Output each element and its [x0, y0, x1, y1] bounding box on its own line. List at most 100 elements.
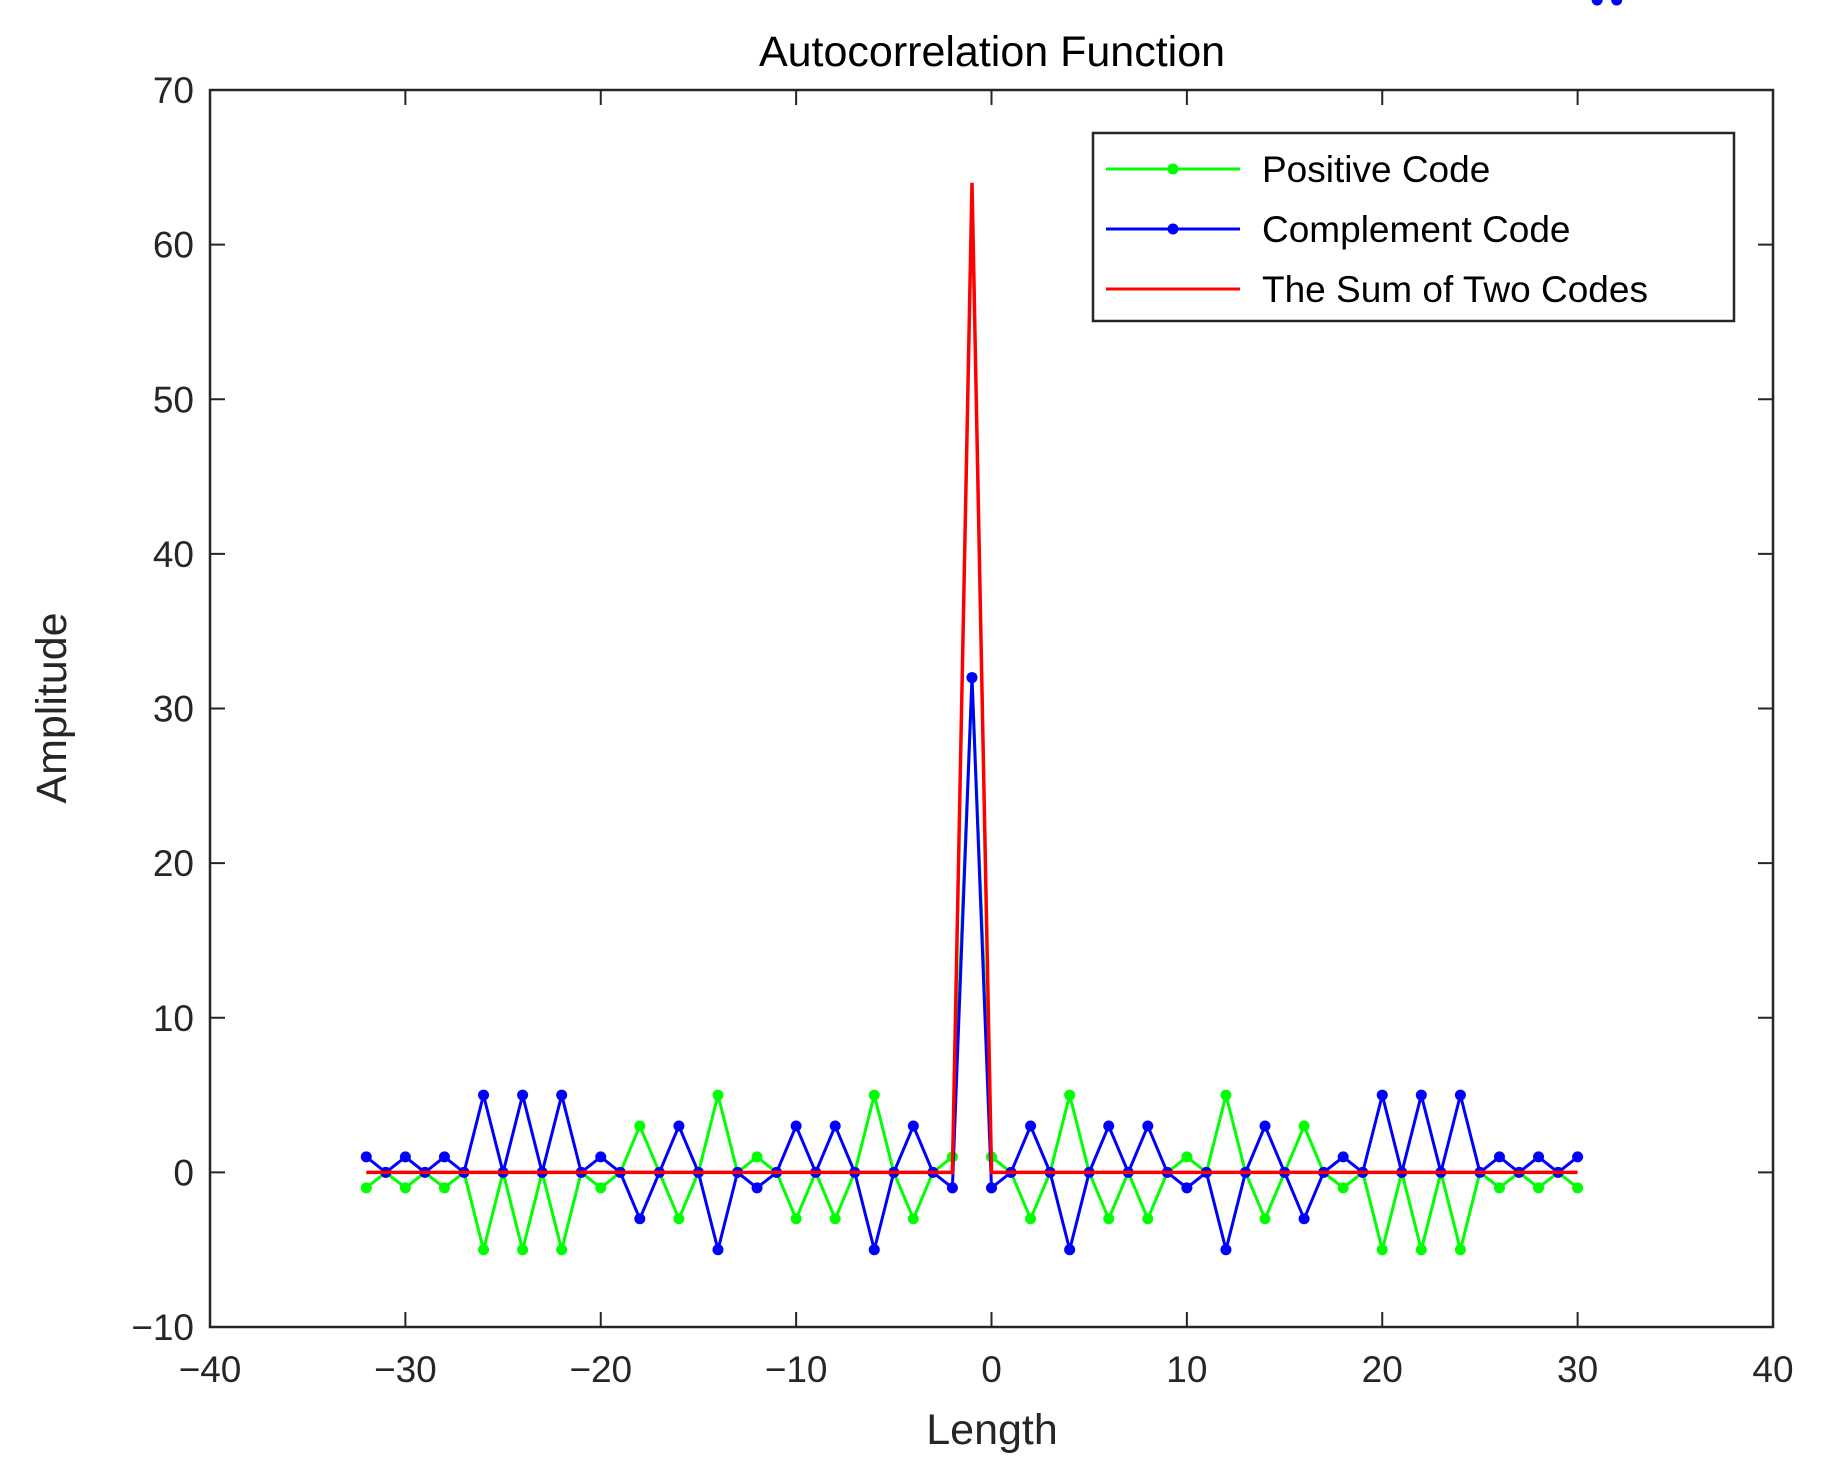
data-point: [478, 1244, 490, 1256]
data-point: [1259, 1120, 1271, 1132]
y-tick-label: 40: [153, 534, 194, 575]
y-tick-labels: −10 0 10 20 30 40 50 60 70: [131, 70, 194, 1348]
data-point: [1415, 1089, 1427, 1101]
data-point: [478, 1089, 490, 1101]
x-tick-label: −30: [374, 1349, 437, 1390]
data-point: [1337, 1182, 1349, 1194]
y-tick-label: 30: [153, 689, 194, 730]
data-point: [829, 1213, 841, 1225]
data-point: [1493, 1151, 1505, 1163]
data-point: [438, 1182, 450, 1194]
data-point: [1064, 1089, 1076, 1101]
data-point: [1415, 1244, 1427, 1256]
data-point: [1103, 1120, 1115, 1132]
data-point: [1181, 1151, 1193, 1163]
x-tick-label: 40: [1752, 1349, 1793, 1390]
data-point: [556, 1089, 568, 1101]
data-point: [1572, 1182, 1584, 1194]
data-point: [1533, 1182, 1545, 1194]
data-point: [673, 1120, 685, 1132]
data-point: [751, 1182, 763, 1194]
legend: Positive Code Complement Code The Sum of T…: [1091, 131, 1736, 323]
x-tick-label: 30: [1557, 1349, 1598, 1390]
data-point: [986, 1182, 997, 1194]
data-point: [712, 1089, 724, 1101]
x-tick-label: −20: [569, 1349, 632, 1390]
data-point: [790, 1120, 802, 1132]
y-tick-label: 20: [153, 843, 194, 884]
series-the-sum-of-two-codes: [366, 182, 1578, 1175]
y-tick-label: 50: [153, 379, 194, 420]
data-point: [1298, 1120, 1310, 1132]
data-point: [1376, 1244, 1388, 1256]
data-point: [712, 1244, 724, 1256]
data-point: [1572, 1151, 1584, 1163]
data-point: [595, 1151, 607, 1163]
data-point: [1181, 1182, 1193, 1194]
data-point: [1025, 1213, 1037, 1225]
y-tick-label: 0: [173, 1152, 194, 1193]
data-point: [907, 1213, 919, 1225]
data-point: [1337, 1151, 1349, 1163]
y-tick-label: −10: [131, 1307, 194, 1348]
legend-item: Complement Code: [1106, 209, 1570, 250]
data-point: [556, 1244, 568, 1256]
data-point: [634, 1120, 646, 1132]
data-point: [907, 1120, 919, 1132]
x-tick-label: −10: [765, 1349, 828, 1390]
legend-marker-icon: [1167, 223, 1179, 235]
data-point: [868, 1244, 880, 1256]
legend-item: The Sum of Two Codes: [1106, 269, 1648, 310]
data-point: [751, 1151, 763, 1163]
legend-label: Complement Code: [1262, 209, 1570, 250]
data-point: [1220, 1089, 1232, 1101]
y-tick-label: 60: [153, 225, 194, 266]
series-layer: [360, 0, 1623, 1256]
x-tick-label: 0: [981, 1349, 1002, 1390]
data-point: [966, 672, 978, 684]
chart-title: Autocorrelation Function: [759, 28, 1225, 76]
data-point: [1591, 0, 1603, 6]
data-point: [1064, 1244, 1076, 1256]
data-point: [438, 1151, 450, 1163]
data-point: [1103, 1213, 1115, 1225]
y-tick-label: 10: [153, 998, 194, 1039]
x-axis-label: Length: [926, 1406, 1058, 1454]
data-point: [399, 1151, 411, 1163]
data-point: [1533, 1151, 1545, 1163]
data-point: [790, 1213, 802, 1225]
data-point: [1454, 1244, 1466, 1256]
data-point: [868, 1089, 880, 1101]
data-point: [1376, 1089, 1388, 1101]
x-tick-label: −40: [179, 1349, 242, 1390]
data-point: [1142, 1120, 1154, 1132]
data-point: [1220, 1244, 1232, 1256]
axis-ticks: [209, 89, 1774, 1328]
data-point: [1142, 1213, 1154, 1225]
data-point: [1259, 1213, 1271, 1225]
data-point: [1493, 1182, 1505, 1194]
legend-label: Positive Code: [1262, 149, 1490, 190]
legend-marker-icon: [1167, 163, 1179, 175]
data-point: [673, 1213, 685, 1225]
data-point: [1025, 1120, 1037, 1132]
data-point: [946, 1182, 958, 1194]
legend-label: The Sum of Two Codes: [1262, 269, 1648, 310]
x-tick-labels: −40 −30 −20 −10 0 10 20 30 40: [179, 1349, 1794, 1390]
data-point: [517, 1244, 529, 1256]
data-point: [595, 1182, 607, 1194]
data-point: [1611, 0, 1623, 6]
x-tick-label: 10: [1166, 1349, 1207, 1390]
data-point: [1298, 1213, 1310, 1225]
x-tick-label: 20: [1362, 1349, 1403, 1390]
y-tick-label: 70: [153, 70, 194, 111]
data-point: [360, 1151, 372, 1163]
data-point: [1454, 1089, 1466, 1101]
data-point: [360, 1182, 372, 1194]
data-point: [829, 1120, 841, 1132]
data-point: [517, 1089, 529, 1101]
legend-item: Positive Code: [1106, 149, 1490, 190]
data-point: [399, 1182, 411, 1194]
data-point: [634, 1213, 646, 1225]
